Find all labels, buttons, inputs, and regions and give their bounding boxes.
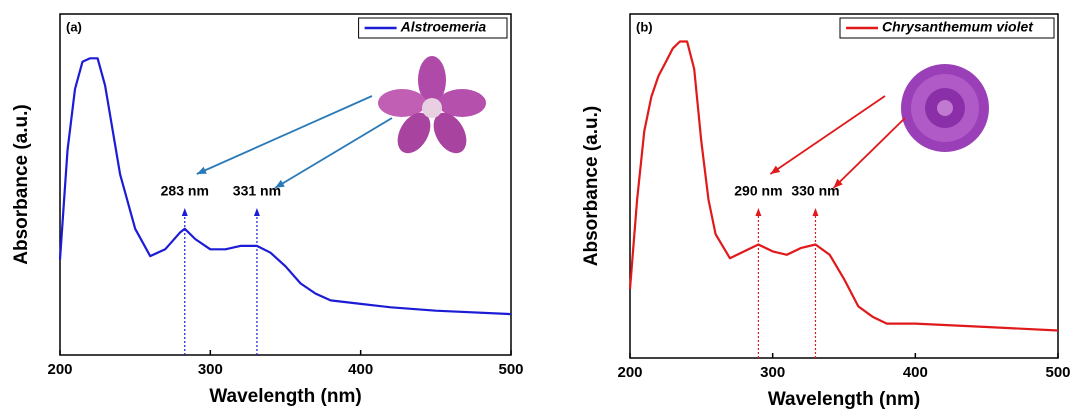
legend-label: Alstroemeria: [400, 19, 487, 35]
y-axis-label: Absorbance (a.u.): [581, 106, 602, 266]
peak-arrowhead: [253, 208, 260, 216]
panel-label: (a): [66, 19, 82, 34]
x-axis-label: Wavelength (nm): [768, 389, 920, 410]
peak-arrowhead: [755, 208, 762, 216]
plot-frame: [59, 13, 512, 356]
flower-b: [901, 64, 989, 152]
pointer-arrow: [832, 117, 906, 189]
peak-arrowhead: [181, 208, 188, 216]
pointer-head: [196, 166, 207, 174]
x-tick-label: 500: [1045, 364, 1070, 381]
flower-a: [378, 56, 486, 154]
peak-label: 283 nm: [161, 183, 209, 199]
pointer-head: [770, 165, 781, 174]
x-tick-label: 300: [198, 361, 223, 378]
peak-arrowhead: [812, 208, 819, 216]
legend-label: Chrysanthemum violet: [882, 19, 1034, 35]
legend-box: [839, 17, 1055, 39]
x-tick-label: 200: [47, 361, 72, 378]
y-axis-label: Absorbance (a.u.): [11, 104, 32, 264]
pointer-arrow: [274, 117, 393, 189]
panel-label: (b): [636, 19, 653, 34]
pointer-arrow: [769, 95, 886, 175]
x-tick-label: 400: [903, 364, 928, 381]
x-axis-label: Wavelength (nm): [209, 386, 361, 407]
x-tick-label: 300: [760, 364, 785, 381]
spectrum-line: [58, 57, 512, 316]
pointer-head: [833, 178, 843, 188]
peak-label: 290 nm: [734, 183, 782, 199]
x-tick-label: 400: [348, 361, 373, 378]
pointer-head: [274, 179, 285, 188]
x-tick-label: 500: [498, 361, 523, 378]
x-tick-label: 200: [617, 364, 642, 381]
plot-frame: [629, 13, 1059, 359]
spectrum-line: [628, 40, 1059, 332]
legend-box: [358, 17, 508, 39]
peak-label: 331 nm: [233, 183, 281, 199]
peak-label: 330 nm: [791, 183, 839, 199]
pointer-arrow: [196, 95, 373, 175]
